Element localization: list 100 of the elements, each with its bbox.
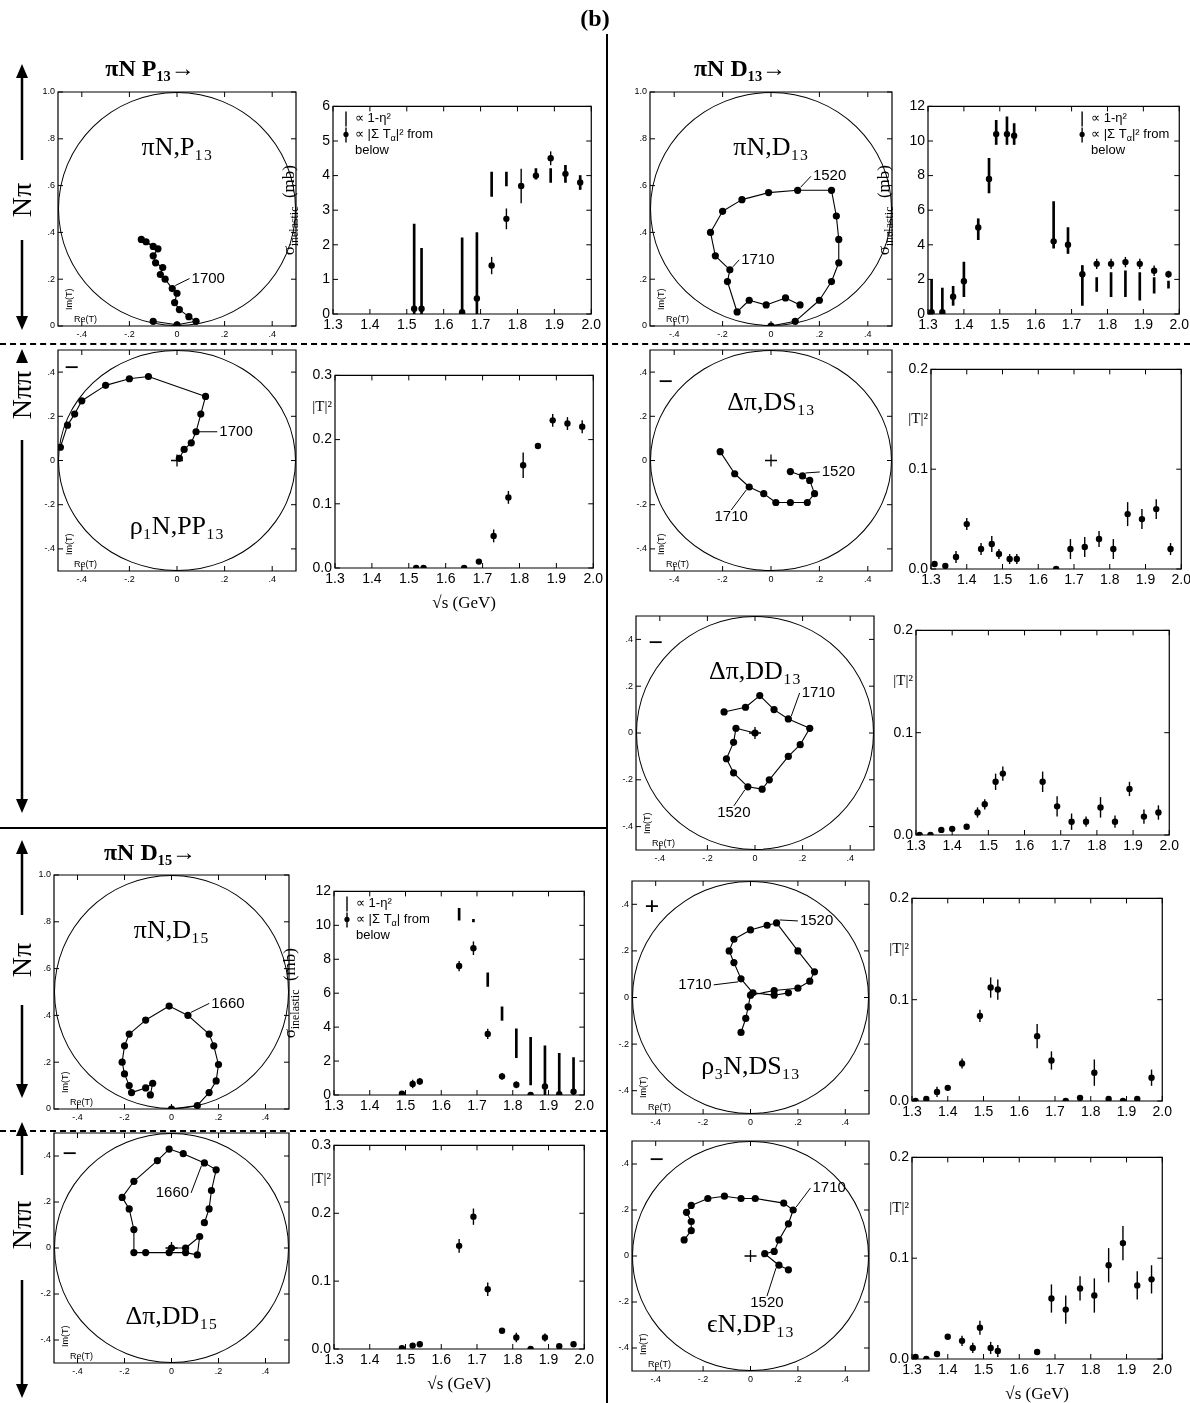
x-tick-label: -.4 bbox=[668, 328, 680, 339]
annotation: 1520 bbox=[799, 911, 834, 929]
y-tick-label: .4 bbox=[621, 898, 629, 909]
x-tick-label: 2.0 bbox=[1169, 316, 1190, 333]
x-tick-label: .4 bbox=[864, 328, 872, 339]
x-tick-label: 1.7 bbox=[1045, 1361, 1065, 1378]
y-tick-label: .2 bbox=[639, 273, 647, 284]
text: Nππ bbox=[6, 1200, 37, 1250]
y-tick-label: 12 bbox=[315, 882, 332, 899]
x-tick-label: 1.8 bbox=[503, 1351, 523, 1368]
annotation: 1520 bbox=[750, 1293, 784, 1311]
y-tick-label: 6 bbox=[323, 984, 332, 1001]
x-tick-label: -.2 bbox=[697, 1116, 709, 1127]
y-tick-label: 10 bbox=[315, 916, 332, 933]
y-tick-label: 0.1 bbox=[311, 1271, 332, 1288]
x-tick-label: .4 bbox=[261, 1365, 270, 1376]
y-tick-label: 8 bbox=[917, 166, 926, 183]
x-tick-label: 1.6 bbox=[431, 1351, 452, 1368]
annotation: 1660 bbox=[155, 1183, 190, 1201]
y-axis-title: |T|² bbox=[893, 672, 914, 689]
y-axis-title: |T|² bbox=[312, 398, 333, 415]
x-tick-label: -.4 bbox=[76, 328, 88, 339]
y-axis-title: σinelastic (mb) bbox=[874, 165, 897, 256]
x-tick-label: 0 bbox=[752, 852, 758, 863]
x-axis-title: Re(T) bbox=[666, 314, 689, 324]
y-tick-label: -.2 bbox=[40, 1288, 51, 1299]
x-tick-label: 0 bbox=[768, 573, 774, 584]
x-tick-label: 1.7 bbox=[467, 1097, 487, 1114]
x-tick-label: -.4 bbox=[76, 573, 88, 584]
y-tick-label: 1.0 bbox=[38, 869, 51, 880]
y-tick-label: 12 bbox=[909, 97, 926, 114]
y-axis-title: |T|² bbox=[889, 1198, 910, 1215]
y-tick-label: 0 bbox=[49, 454, 55, 465]
y-axis-title: σinelastic (mb) bbox=[280, 948, 303, 1039]
x-tick-label: -.2 bbox=[717, 328, 728, 339]
annotation: − bbox=[658, 367, 674, 396]
x-axis-title: √s (GeV) bbox=[427, 1374, 491, 1394]
x-tick-label: -.2 bbox=[124, 328, 135, 339]
y-tick-label: .8 bbox=[43, 916, 51, 927]
x-tick-label: .4 bbox=[864, 573, 872, 584]
x-tick-label: 1.9 bbox=[538, 1097, 559, 1114]
x-tick-label: 0 bbox=[174, 328, 180, 339]
y-tick-label: .6 bbox=[639, 180, 647, 191]
legend-label: ∝ 1-η² bbox=[356, 894, 393, 910]
x-tick-label: -.4 bbox=[654, 852, 666, 863]
x-tick-label: -.4 bbox=[650, 1373, 661, 1384]
y-tick-label: -.2 bbox=[618, 1296, 629, 1307]
x-tick-label: .4 bbox=[841, 1116, 850, 1127]
y-tick-label: 0 bbox=[627, 727, 633, 738]
x-tick-label: 2.0 bbox=[1159, 837, 1180, 854]
y-tick-label: 10 bbox=[909, 131, 926, 148]
x-axis-title: √s (GeV) bbox=[432, 593, 496, 613]
y-tick-label: -.4 bbox=[44, 543, 55, 554]
y-tick-label: 6 bbox=[917, 201, 926, 218]
text: ϵN,DP₁₃ bbox=[706, 1308, 795, 1338]
annotation: − bbox=[649, 1145, 665, 1174]
legend-label: ∝ 1-η² bbox=[1091, 109, 1128, 125]
y-tick-label: 0.3 bbox=[311, 1136, 332, 1153]
y-tick-label: 8 bbox=[323, 950, 332, 967]
y-axis-title: Im(T) bbox=[64, 533, 74, 555]
x-tick-label: 0 bbox=[168, 1365, 175, 1376]
annotation: + bbox=[644, 892, 660, 921]
x-tick-label: 0 bbox=[768, 328, 774, 339]
text: ρ₃N,DS₁₃ bbox=[701, 1051, 800, 1081]
y-axis-title: Im(T) bbox=[638, 1076, 648, 1098]
text: πN,D₁₃ bbox=[733, 131, 809, 161]
x-tick-label: 1.7 bbox=[1045, 1103, 1065, 1120]
y-tick-label: 0.1 bbox=[893, 723, 914, 740]
x-tick-label: 0 bbox=[747, 1373, 754, 1384]
x-tick-label: 1.6 bbox=[1009, 1103, 1030, 1120]
annotation: 1700 bbox=[219, 421, 253, 439]
y-tick-label: 0.2 bbox=[893, 621, 914, 638]
y-tick-label: 0.1 bbox=[908, 460, 929, 477]
y-tick-label: 0.2 bbox=[889, 1148, 910, 1165]
y-tick-label: 0 bbox=[623, 1250, 629, 1261]
x-tick-label: .2 bbox=[798, 852, 807, 863]
annotation: 1520 bbox=[717, 802, 751, 820]
annotation: 1520 bbox=[812, 166, 847, 184]
y-axis-title: σinelastic (mb) bbox=[279, 165, 302, 256]
y-tick-label: 4 bbox=[322, 166, 331, 183]
text: πN,P₁₃ bbox=[141, 131, 213, 161]
y-tick-label: .4 bbox=[639, 366, 647, 377]
x-tick-label: 1.7 bbox=[1061, 316, 1082, 333]
y-axis-title: Im(T) bbox=[638, 1333, 648, 1355]
x-tick-label: 1.8 bbox=[503, 1097, 523, 1114]
y-tick-label: 0.2 bbox=[312, 430, 333, 447]
y-tick-label: .2 bbox=[43, 1196, 51, 1207]
x-tick-label: 2.0 bbox=[1152, 1103, 1173, 1120]
x-tick-label: 1.6 bbox=[435, 570, 456, 587]
x-tick-label: .2 bbox=[794, 1116, 802, 1127]
x-tick-label: 1.6 bbox=[1014, 837, 1035, 854]
x-tick-label: 1.7 bbox=[1064, 571, 1084, 588]
y-tick-label: 0.2 bbox=[908, 360, 929, 377]
y-tick-label: 4 bbox=[917, 235, 926, 252]
x-tick-label: 1.5 bbox=[973, 1103, 994, 1120]
x-tick-label: 1.4 bbox=[954, 316, 974, 333]
x-tick-label: .4 bbox=[268, 328, 276, 339]
x-tick-label: -.4 bbox=[72, 1365, 83, 1376]
x-tick-label: 2.0 bbox=[583, 570, 604, 587]
y-tick-label: -.2 bbox=[636, 499, 647, 510]
